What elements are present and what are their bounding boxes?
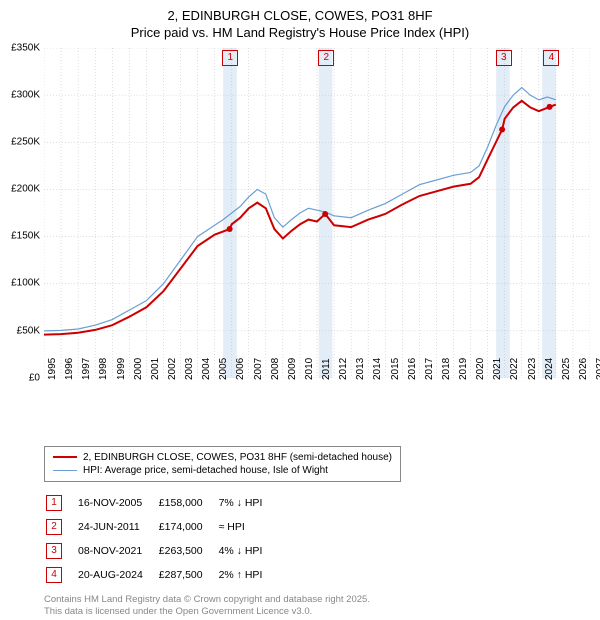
y-label-7: £350K	[2, 42, 40, 53]
sales-table: 1 16-NOV-2005£158,0007% ↓ HPI 2 24-JUN-2011…	[44, 490, 278, 588]
y-label-3: £150K	[2, 231, 40, 242]
sale-marker-2: 2	[46, 519, 62, 535]
sale-price-1: £158,000	[159, 492, 217, 514]
sale-price-3: £263,500	[159, 540, 217, 562]
sale-row-4: 4 20-AUG-2024£287,5002% ↑ HPI	[46, 564, 276, 586]
sale-row-1: 1 16-NOV-2005£158,0007% ↓ HPI	[46, 492, 276, 514]
sale-delta-3: 4% ↓ HPI	[219, 540, 277, 562]
sale-marker-1: 1	[46, 495, 62, 511]
title-line2: Price paid vs. HM Land Registry's House …	[131, 25, 469, 40]
legend-swatch-1	[53, 470, 77, 471]
chart-container: 2, EDINBURGH CLOSE, COWES, PO31 8HF Pric…	[0, 0, 600, 620]
y-label-1: £50K	[2, 325, 40, 336]
y-label-5: £250K	[2, 137, 40, 148]
sale-price-2: £174,000	[159, 516, 217, 538]
marker-2: 2	[318, 50, 334, 66]
sale-delta-2: ≈ HPI	[219, 516, 277, 538]
sale-delta-4: 2% ↑ HPI	[219, 564, 277, 586]
y-label-2: £100K	[2, 278, 40, 289]
sale-row-3: 3 08-NOV-2021£263,5004% ↓ HPI	[46, 540, 276, 562]
footer: Contains HM Land Registry data © Crown c…	[44, 594, 590, 619]
x-label-2027: 2027	[595, 358, 600, 380]
sale-marker-4: 4	[46, 567, 62, 583]
sale-price-4: £287,500	[159, 564, 217, 586]
marker-4: 4	[543, 50, 559, 66]
chart-area: 1234£0£50K£100K£150K£200K£250K£300K£350K…	[6, 48, 590, 408]
title-line1: 2, EDINBURGH CLOSE, COWES, PO31 8HF	[167, 8, 432, 23]
sale-date-1: 16-NOV-2005	[78, 492, 157, 514]
sale-marker-3: 3	[46, 543, 62, 559]
sale-row-2: 2 24-JUN-2011£174,000≈ HPI	[46, 516, 276, 538]
legend: 2, EDINBURGH CLOSE, COWES, PO31 8HF (sem…	[44, 446, 401, 482]
y-label-0: £0	[2, 372, 40, 383]
sale-date-2: 24-JUN-2011	[78, 516, 157, 538]
sale-date-4: 20-AUG-2024	[78, 564, 157, 586]
y-label-6: £300K	[2, 89, 40, 100]
footer-line2: This data is licensed under the Open Gov…	[44, 606, 312, 617]
footer-line1: Contains HM Land Registry data © Crown c…	[44, 594, 370, 605]
y-label-4: £200K	[2, 184, 40, 195]
marker-1: 1	[222, 50, 238, 66]
legend-label-0: 2, EDINBURGH CLOSE, COWES, PO31 8HF (sem…	[83, 452, 392, 463]
legend-label-1: HPI: Average price, semi-detached house,…	[83, 465, 328, 476]
marker-3: 3	[496, 50, 512, 66]
chart-title: 2, EDINBURGH CLOSE, COWES, PO31 8HF Pric…	[10, 8, 590, 42]
legend-row-1: HPI: Average price, semi-detached house,…	[53, 464, 392, 477]
legend-swatch-0	[53, 456, 77, 458]
sale-delta-1: 7% ↓ HPI	[219, 492, 277, 514]
sale-date-3: 08-NOV-2021	[78, 540, 157, 562]
plot	[44, 48, 590, 378]
legend-row-0: 2, EDINBURGH CLOSE, COWES, PO31 8HF (sem…	[53, 451, 392, 464]
plot-svg	[44, 48, 590, 378]
